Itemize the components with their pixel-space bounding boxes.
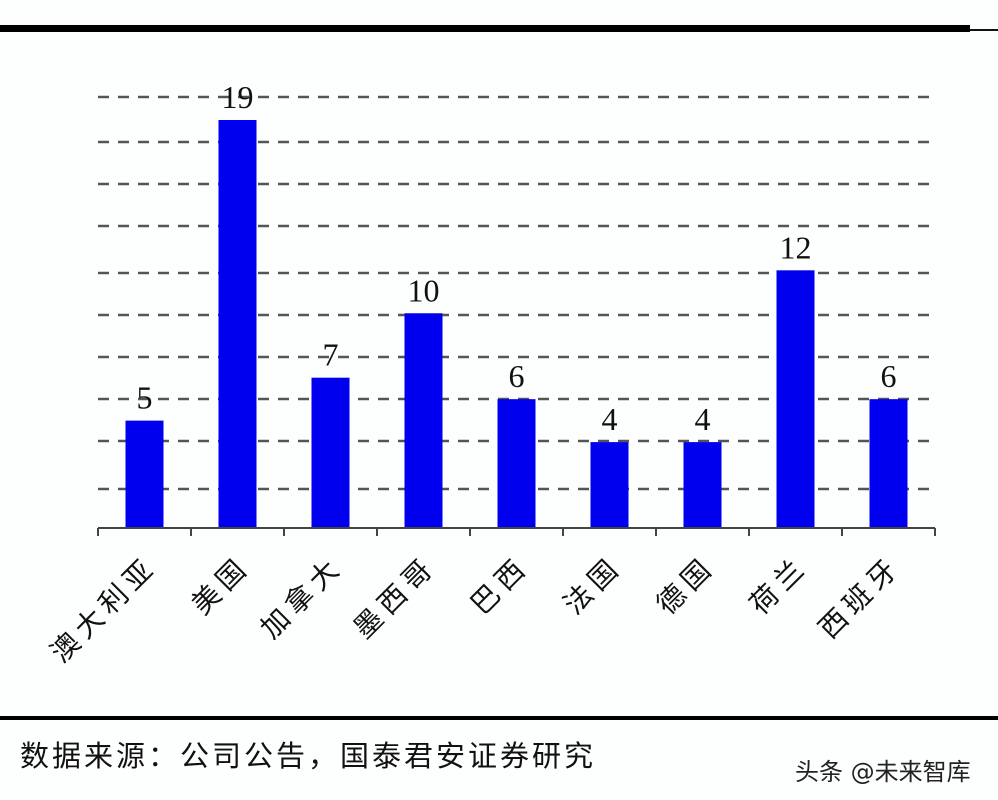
value-labels: 5 19 7 10 6 4 4 12 6 xyxy=(137,79,897,437)
x-axis xyxy=(97,527,936,536)
bar-value-label: 4 xyxy=(602,401,618,437)
top-rule-tail xyxy=(970,29,998,31)
bar-value-label: 6 xyxy=(509,358,525,394)
category-label: 法国 xyxy=(557,550,628,621)
bar xyxy=(404,313,443,528)
watermark: 头条 @未来智库 xyxy=(795,758,971,786)
bar-value-label: 10 xyxy=(408,272,440,308)
bar xyxy=(311,377,350,528)
bar-value-label: 4 xyxy=(695,401,711,437)
bar xyxy=(869,399,908,528)
category-label: 美国 xyxy=(185,550,256,621)
bar xyxy=(776,270,815,528)
bar xyxy=(497,399,536,528)
category-label: 西班牙 xyxy=(812,550,907,645)
category-label: 巴西 xyxy=(464,550,535,621)
bottom-rule xyxy=(0,716,998,720)
data-source-note: 数据来源：公司公告，国泰君安证券研究 xyxy=(20,739,597,773)
category-label: 墨西哥 xyxy=(347,550,442,645)
bar-value-label: 5 xyxy=(137,380,153,416)
bars xyxy=(125,120,908,528)
bar xyxy=(218,120,257,528)
bar-value-label: 12 xyxy=(780,229,812,265)
category-label: 德国 xyxy=(650,550,721,621)
bar-value-label: 6 xyxy=(881,358,897,394)
top-rule xyxy=(0,25,970,32)
bar-value-label: 19 xyxy=(222,79,254,115)
category-label: 澳大利亚 xyxy=(44,550,164,670)
bar xyxy=(683,442,722,528)
bar xyxy=(590,442,629,528)
bar xyxy=(125,420,164,528)
category-label: 荷兰 xyxy=(743,550,814,621)
bar-value-label: 7 xyxy=(323,337,339,373)
category-label: 加拿大 xyxy=(254,550,349,645)
